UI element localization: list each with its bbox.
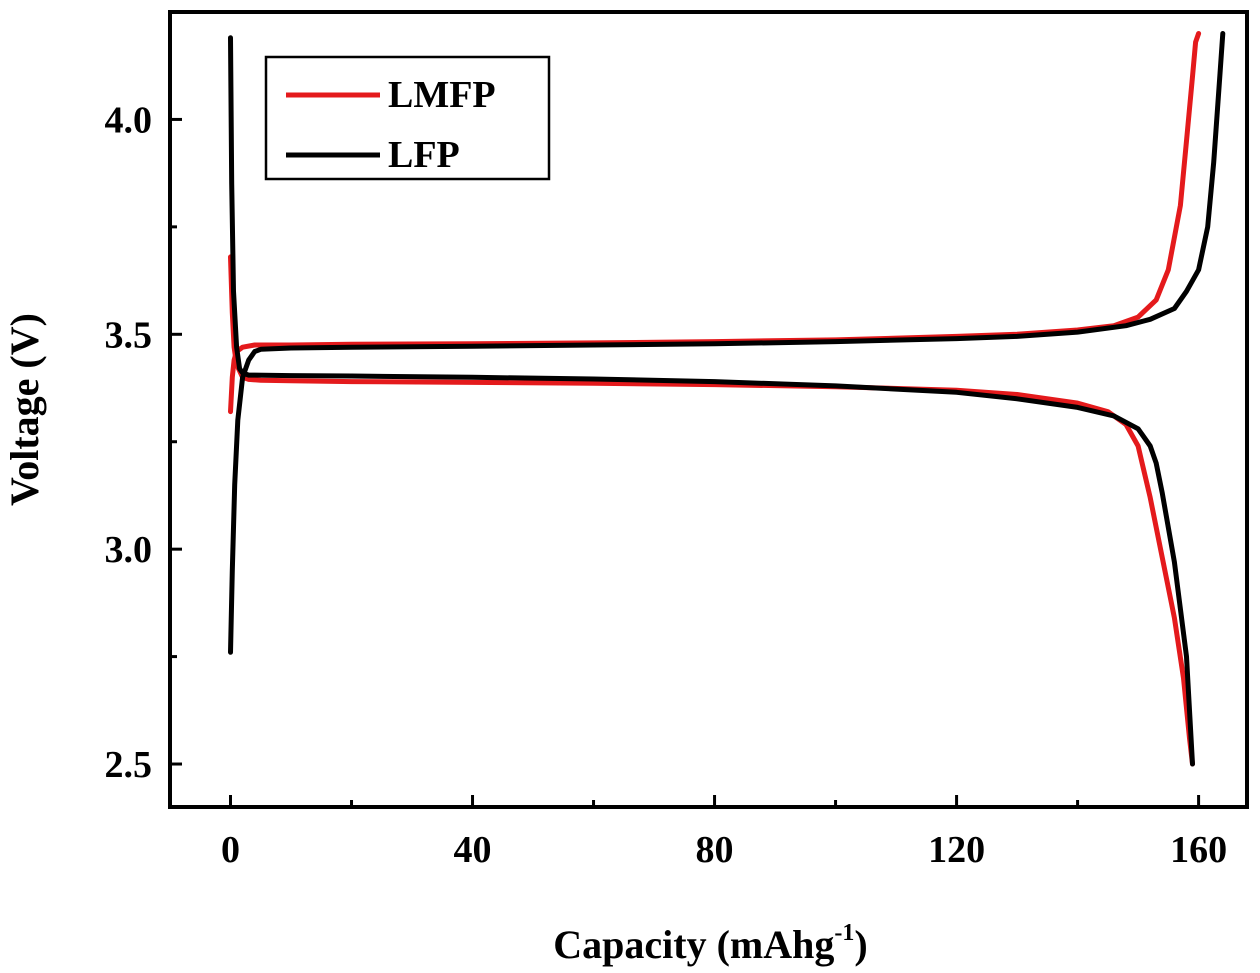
series-layer <box>228 31 1226 767</box>
y-tick-label: 4.0 <box>105 99 153 141</box>
legend-label-lfp: LFP <box>388 134 460 176</box>
legend-box <box>264 55 551 181</box>
y-axis-title: Voltage (V) <box>2 313 47 506</box>
x-tick-label: 160 <box>1170 829 1227 871</box>
legend-label-lmfp: LMFP <box>388 74 496 116</box>
x-tick-label: 0 <box>221 829 240 871</box>
x-axis-title: Capacity (mAhg-1) <box>553 920 867 967</box>
x-axis-title-superscript: -1 <box>834 920 854 946</box>
series-line-lfp-discharge <box>228 35 1195 767</box>
x-tick-label: 80 <box>696 829 734 871</box>
legend: LMFP LFP <box>264 55 551 181</box>
x-axis-title-main: Capacity (mAhg <box>553 922 834 967</box>
y-tick-label: 3.5 <box>105 314 153 356</box>
x-tick-label: 120 <box>928 829 985 871</box>
y-tick-label: 2.5 <box>105 744 153 786</box>
y-tick-label: 3.0 <box>105 529 153 571</box>
x-axis-title-close: ) <box>854 922 867 967</box>
ticks-layer: 0 40 80 120 160 2.5 3.0 3.5 4.0 <box>105 10 1227 871</box>
x-tick-label: 40 <box>454 829 492 871</box>
plot-frame <box>168 10 1249 809</box>
